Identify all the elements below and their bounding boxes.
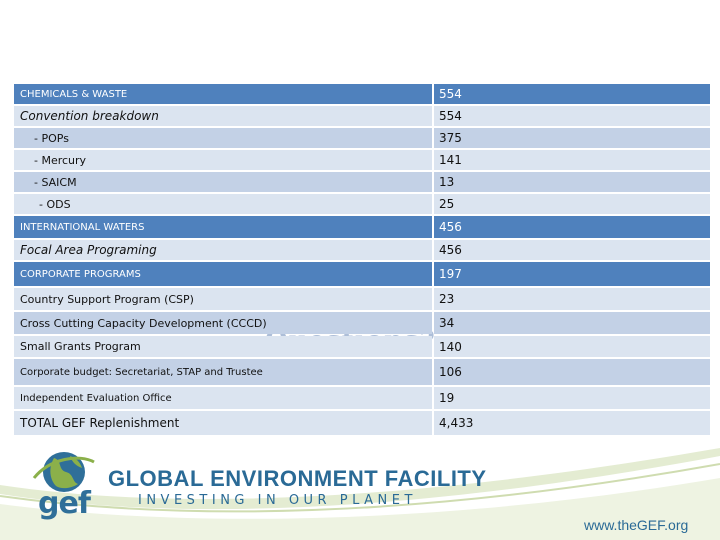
- row-value: 554: [434, 106, 710, 126]
- row-label: TOTAL GEF Replenishment: [14, 411, 432, 435]
- row-label: Country Support Program (CSP): [14, 288, 432, 310]
- footer-swoosh-graphic: [0, 448, 720, 540]
- row-value: 140: [434, 336, 710, 357]
- table-row: - SAICM 13: [14, 172, 710, 192]
- gef-globe-icon: [32, 452, 95, 492]
- row-label: CORPORATE PROGRAMS: [14, 262, 432, 286]
- row-value: 375: [434, 128, 710, 148]
- organization-tagline: INVESTING IN OUR PLANET: [138, 493, 417, 508]
- row-label: Convention breakdown: [14, 106, 432, 126]
- row-value: 34: [434, 312, 710, 334]
- row-value: 456: [434, 240, 710, 260]
- row-label: - Mercury: [14, 150, 432, 170]
- row-label: CHEMICALS & WASTE: [14, 84, 432, 104]
- table-row: TOTAL GEF Replenishment 4,433: [14, 411, 710, 435]
- table-row: Independent Evaluation Office 19: [14, 387, 710, 409]
- replenishment-table: CHEMICALS & WASTE 554 Convention breakdo…: [14, 84, 710, 437]
- row-value: 23: [434, 288, 710, 310]
- table-row: - ODS 25: [14, 194, 710, 214]
- row-label: - POPs: [14, 128, 432, 148]
- swoosh-line: [0, 463, 720, 513]
- row-value: 25: [434, 194, 710, 214]
- table-row: CORPORATE PROGRAMS 197: [14, 262, 710, 286]
- row-label: INTERNATIONAL WATERS: [14, 216, 432, 238]
- swoosh-band-light: [0, 448, 720, 510]
- table-row: Cross Cutting Capacity Development (CCCD…: [14, 312, 710, 334]
- row-label: - ODS: [14, 194, 432, 214]
- swoosh-band-base: [0, 478, 720, 540]
- row-value: 19: [434, 387, 710, 409]
- gef-logo-text: gef: [38, 486, 91, 521]
- table-row: - Mercury 141: [14, 150, 710, 170]
- row-value: 106: [434, 359, 710, 385]
- row-label: - SAICM: [14, 172, 432, 192]
- table-row: INTERNATIONAL WATERS 456: [14, 216, 710, 238]
- row-value: 554: [434, 84, 710, 104]
- row-label: Small Grants Program: [14, 336, 432, 357]
- table-row: Small Grants Program 140: [14, 336, 710, 357]
- row-label: Independent Evaluation Office: [14, 387, 432, 409]
- row-value: 4,433: [434, 411, 710, 435]
- row-label: Focal Area Programing: [14, 240, 432, 260]
- table-row: - POPs 375: [14, 128, 710, 148]
- row-label: Cross Cutting Capacity Development (CCCD…: [14, 312, 432, 334]
- row-value: 141: [434, 150, 710, 170]
- table-row: Corporate budget: Secretariat, STAP and …: [14, 359, 710, 385]
- row-value: 13: [434, 172, 710, 192]
- table-row: Convention breakdown 554: [14, 106, 710, 126]
- row-label: Corporate budget: Secretariat, STAP and …: [14, 359, 432, 385]
- website-url: www.theGEF.org: [584, 517, 689, 533]
- row-value: 456: [434, 216, 710, 238]
- table-row: Focal Area Programing 456: [14, 240, 710, 260]
- table-row: CHEMICALS & WASTE 554: [14, 84, 710, 104]
- organization-name: GLOBAL ENVIRONMENT FACILITY: [108, 466, 487, 491]
- table-row: Country Support Program (CSP) 23: [14, 288, 710, 310]
- row-value: 197: [434, 262, 710, 286]
